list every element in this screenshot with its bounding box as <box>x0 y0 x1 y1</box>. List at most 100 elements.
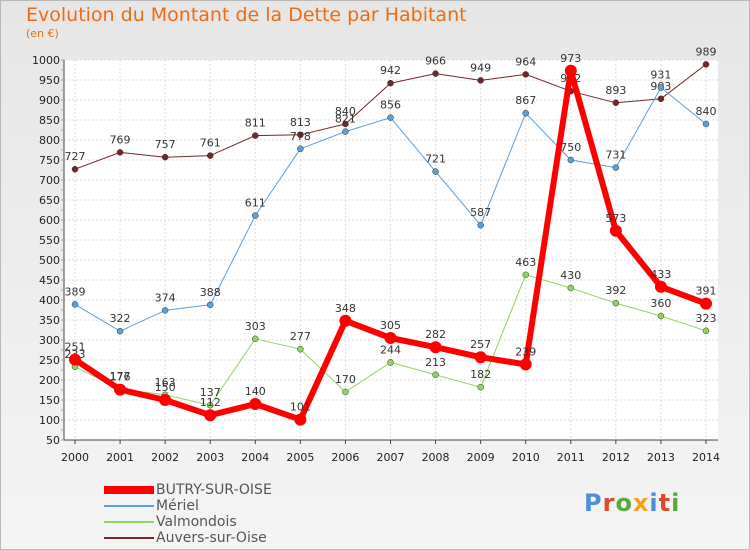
y-tick-label: 950 <box>39 74 60 87</box>
series-point-1 <box>206 301 214 309</box>
x-tick-label: 2009 <box>467 451 495 464</box>
chart-legend: BUTRY-SUR-OISE Mériel Valmondois Auvers-… <box>104 482 272 546</box>
y-tick-label: 350 <box>39 314 60 327</box>
data-label-1: 731 <box>605 149 626 162</box>
data-label-1: 389 <box>65 285 86 298</box>
series-point-1 <box>252 212 259 219</box>
x-tick-label: 2003 <box>196 451 224 464</box>
data-label-0: 757 <box>155 138 176 151</box>
x-tick-label: 2005 <box>286 451 314 464</box>
data-label-2: 177 <box>110 370 131 383</box>
data-label-2: 277 <box>290 330 311 343</box>
series-point-3 <box>294 413 307 426</box>
data-label-0: 727 <box>65 150 86 163</box>
data-label-3: 239 <box>515 345 536 358</box>
data-label-0: 769 <box>110 133 131 146</box>
series-point-2 <box>206 401 214 409</box>
y-tick-label: 700 <box>39 174 60 187</box>
series-point-3 <box>114 383 127 396</box>
data-label-2: 182 <box>470 368 491 381</box>
data-label-2: 323 <box>696 312 717 325</box>
data-label-3: 348 <box>335 302 356 315</box>
data-label-2: 303 <box>245 320 266 333</box>
series-point-2 <box>612 299 620 307</box>
legend-label-auvers: Auvers-sur-Oise <box>156 530 267 546</box>
legend-item-valmondois[interactable]: Valmondois <box>104 514 272 530</box>
logo-letter: x <box>632 489 650 517</box>
logo-letter: i <box>671 489 681 517</box>
logo-letter: i <box>649 489 659 517</box>
series-point-2 <box>387 359 394 366</box>
series-point-3 <box>384 332 397 344</box>
series-point-3 <box>249 398 262 410</box>
data-label-2: 244 <box>380 343 401 356</box>
series-point-0 <box>522 71 529 78</box>
x-tick-label: 2013 <box>647 451 675 464</box>
y-tick-label: 900 <box>39 94 60 107</box>
data-label-0: 966 <box>425 55 446 68</box>
series-point-0 <box>161 153 169 161</box>
data-label-3: 973 <box>560 52 581 65</box>
x-tick-label: 2007 <box>377 451 405 464</box>
y-tick-label: 600 <box>39 214 60 227</box>
data-label-3: 573 <box>605 212 626 225</box>
legend-swatch-meriel <box>104 505 154 507</box>
legend-item-auvers[interactable]: Auvers-sur-Oise <box>104 530 272 546</box>
series-point-3 <box>609 224 622 237</box>
x-tick-label: 2002 <box>151 451 179 464</box>
series-point-3 <box>654 280 667 293</box>
series-point-3 <box>339 314 352 327</box>
data-label-2: 392 <box>605 284 626 297</box>
legend-label-butry: BUTRY-SUR-OISE <box>156 482 272 498</box>
series-point-2 <box>567 284 575 292</box>
x-tick-label: 2010 <box>512 451 540 464</box>
logo-letter: P <box>584 489 603 517</box>
logo-letter: o <box>615 489 633 517</box>
legend-item-butry[interactable]: BUTRY-SUR-OISE <box>104 482 272 498</box>
series-point-0 <box>477 77 484 84</box>
series-point-2 <box>297 345 304 353</box>
series-point-1 <box>116 327 124 335</box>
series-point-1 <box>657 84 665 91</box>
series-point-3 <box>564 64 577 77</box>
data-label-1: 374 <box>155 291 176 304</box>
series-point-1 <box>567 156 575 164</box>
series-point-1 <box>161 307 169 314</box>
series-point-0 <box>71 165 79 173</box>
logo-letter: t <box>658 489 672 517</box>
legend-item-meriel[interactable]: Mériel <box>104 498 272 514</box>
data-label-0: 811 <box>245 117 266 130</box>
series-point-2 <box>657 312 665 320</box>
series-point-3 <box>429 341 442 354</box>
series-point-1 <box>387 114 394 121</box>
series-point-0 <box>432 70 439 77</box>
data-label-0: 964 <box>515 55 536 68</box>
series-point-2 <box>702 327 710 335</box>
y-tick-label: 450 <box>39 274 60 287</box>
data-label-1: 840 <box>696 105 717 118</box>
data-label-0: 761 <box>200 137 221 150</box>
series-point-2 <box>477 383 484 391</box>
y-tick-label: 650 <box>39 194 60 207</box>
y-tick-label: 250 <box>39 354 60 367</box>
data-label-1: 721 <box>425 153 446 166</box>
data-label-1: 931 <box>650 69 671 82</box>
data-label-3: 101 <box>290 401 311 414</box>
x-tick-label: 2001 <box>106 451 134 464</box>
data-label-2: 213 <box>425 356 446 369</box>
data-label-2: 170 <box>335 373 356 386</box>
series-point-0 <box>342 120 349 128</box>
x-tick-label: 2000 <box>61 451 89 464</box>
y-tick-label: 200 <box>39 374 60 387</box>
series-point-1 <box>342 128 349 135</box>
series-point-0 <box>297 131 304 139</box>
data-label-2: 137 <box>200 386 221 399</box>
y-tick-label: 550 <box>39 234 60 247</box>
series-point-0 <box>702 61 710 68</box>
data-label-0: 840 <box>335 105 356 118</box>
series-point-1 <box>612 164 620 171</box>
logo-letter: r <box>602 489 616 517</box>
series-point-1 <box>522 109 529 117</box>
series-point-3 <box>69 353 81 366</box>
legend-label-valmondois: Valmondois <box>156 514 237 530</box>
